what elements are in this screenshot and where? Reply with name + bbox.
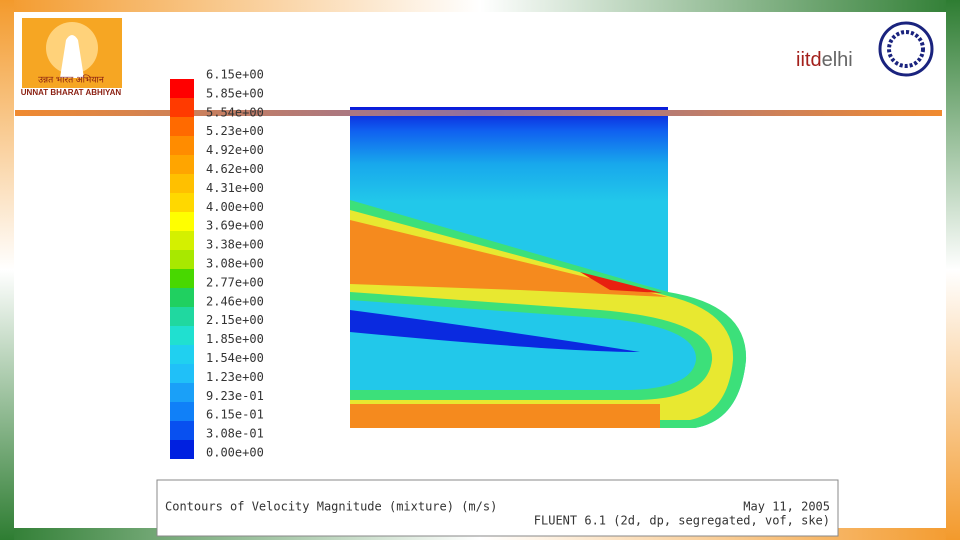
- caption-box: [156, 479, 839, 537]
- logo-english: UNNAT BHARAT ABHIYAN: [21, 88, 122, 97]
- colorbar-swatch: [170, 250, 194, 269]
- colorbar-label: 1.85e+00: [206, 332, 264, 346]
- contour-top-band: [350, 107, 668, 202]
- colorbar-label: 4.92e+00: [206, 143, 264, 157]
- colorbar-swatch: [170, 155, 194, 174]
- colorbar-swatch: [170, 174, 194, 193]
- colorbar-label: 9.23e-01: [206, 389, 264, 403]
- colorbar-label: 0.00e+00: [206, 446, 264, 460]
- divider-line: [15, 110, 942, 116]
- caption-title: Contours of Velocity Magnitude (mixture)…: [165, 500, 497, 514]
- colorbar-swatch: [170, 402, 194, 421]
- colorbar-swatch: [170, 364, 194, 383]
- colorbar-swatch: [170, 440, 194, 459]
- iit-logo-prefix: iitd: [796, 49, 822, 71]
- colorbar-label: 3.08e+00: [206, 257, 264, 271]
- frame-right: [946, 0, 960, 540]
- colorbar-label: 3.38e+00: [206, 238, 264, 252]
- colorbar-label: 2.46e+00: [206, 294, 264, 308]
- frame-left: [0, 0, 14, 540]
- colorbar-swatch: [170, 421, 194, 440]
- colorbar-swatch: [170, 326, 194, 345]
- colorbar-swatch: [170, 117, 194, 136]
- colorbar-label: 6.15e+00: [206, 68, 264, 82]
- colorbar-label: 1.54e+00: [206, 351, 264, 365]
- logo-figure: [60, 35, 84, 78]
- colorbar: 6.15e+00 5.85e+00 5.54e+00 5.23e+00 4.92e+00…: [170, 68, 264, 460]
- colorbar-swatch: [170, 383, 194, 402]
- colorbar-label: 4.00e+00: [206, 200, 264, 214]
- colorbar-swatch: [170, 345, 194, 364]
- colorbar-swatch: [170, 288, 194, 307]
- colorbar-label: 4.62e+00: [206, 162, 264, 176]
- colorbar-swatch: [170, 231, 194, 250]
- colorbar-label: 3.69e+00: [206, 219, 264, 233]
- colorbar-label: 2.15e+00: [206, 313, 264, 327]
- colorbar-label: 5.85e+00: [206, 86, 264, 100]
- caption-solver: FLUENT 6.1 (2d, dp, segregated, vof, ske…: [534, 514, 830, 528]
- colorbar-swatch: [170, 136, 194, 155]
- colorbar-label: 5.23e+00: [206, 124, 264, 138]
- colorbar-label: 1.23e+00: [206, 370, 264, 384]
- iit-logo-text: iitdelhi: [796, 49, 853, 71]
- iit-emblem-inner: [887, 30, 925, 68]
- logo-hindi: उन्नत भारत अभियान: [38, 73, 105, 84]
- colorbar-swatch: [170, 269, 194, 288]
- colorbar-label: 3.08e-01: [206, 427, 264, 441]
- colorbar-label: 4.31e+00: [206, 181, 264, 195]
- contour-blue-core: [350, 310, 640, 352]
- colorbar-label: 6.15e-01: [206, 408, 264, 422]
- caption-date: May 11, 2005: [743, 500, 830, 514]
- frame-top: [0, 0, 960, 12]
- colorbar-swatch: [170, 193, 194, 212]
- iit-logo-suffix: elhi: [822, 49, 853, 71]
- colorbar-swatch: [170, 79, 194, 98]
- colorbar-label: 2.77e+00: [206, 275, 264, 289]
- colorbar-label: 5.54e+00: [206, 105, 264, 119]
- contour-red: [580, 272, 662, 293]
- colorbar-swatch: [170, 98, 194, 117]
- contour-orange-jet: [350, 220, 668, 297]
- contour-plot: [350, 107, 747, 428]
- colorbar-swatch: [170, 307, 194, 326]
- colorbar-swatch: [170, 212, 194, 231]
- contour-bottom-orange: [350, 404, 660, 428]
